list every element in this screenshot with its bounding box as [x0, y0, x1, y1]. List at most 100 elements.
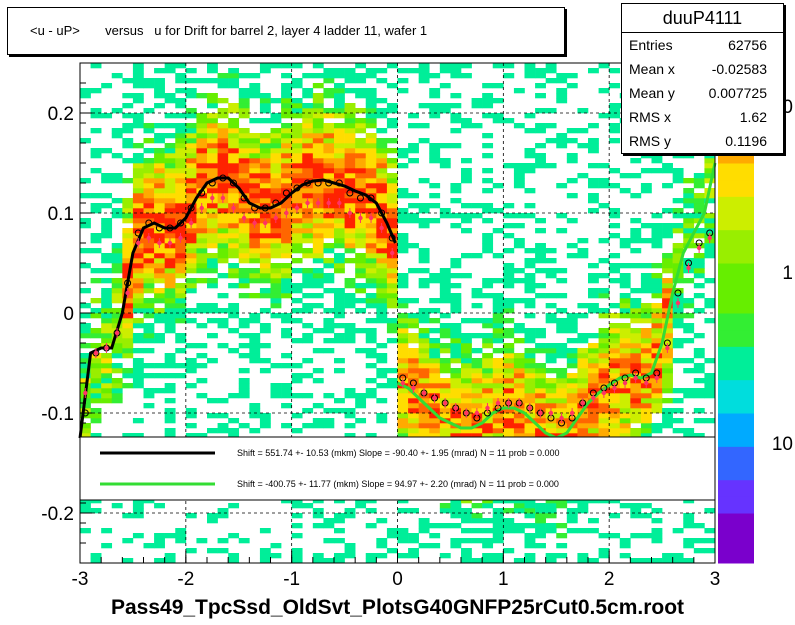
- heatmap-cell: [111, 178, 123, 184]
- heatmap-cell: [281, 388, 292, 394]
- heatmap-cell: [577, 313, 589, 319]
- heatmap-cell: [461, 228, 472, 234]
- heatmap-cell: [270, 138, 282, 144]
- heatmap-cell: [312, 118, 324, 124]
- heatmap-cell: [408, 318, 419, 324]
- heatmap-cell: [429, 183, 441, 189]
- heatmap-cell: [450, 263, 462, 269]
- heatmap-cell: [704, 243, 716, 249]
- heatmap-cell: [704, 528, 716, 534]
- heatmap-cell: [386, 163, 398, 169]
- heatmap-cell: [408, 428, 419, 434]
- heatmap-cell: [281, 283, 292, 289]
- heatmap-cell: [132, 348, 144, 354]
- heatmap-cell: [397, 433, 409, 439]
- heatmap-cell: [323, 228, 335, 234]
- heatmap-cell: [249, 183, 261, 189]
- heatmap-cell: [270, 238, 282, 244]
- heatmap-cell: [122, 333, 134, 339]
- color-scale-cell: [718, 279, 754, 297]
- heatmap-cell: [630, 263, 642, 269]
- heatmap-cell: [577, 423, 589, 429]
- heatmap-cell: [175, 163, 187, 169]
- heatmap-cell: [640, 183, 652, 189]
- heatmap-cell: [291, 63, 303, 69]
- heatmap-cell: [312, 273, 324, 279]
- heatmap-cell: [323, 218, 335, 224]
- heatmap-cell: [376, 78, 388, 84]
- heatmap-cell: [164, 298, 176, 304]
- heatmap-cell: [228, 268, 240, 274]
- heatmap-cell: [217, 163, 229, 169]
- heatmap-cell: [492, 373, 504, 379]
- heatmap-cell: [122, 178, 134, 184]
- heatmap-cell: [503, 428, 515, 434]
- heatmap-cell: [365, 123, 377, 129]
- heatmap-cell: [334, 293, 345, 299]
- heatmap-cell: [228, 503, 240, 509]
- heatmap-cell: [450, 413, 462, 419]
- heatmap-cell: [503, 368, 515, 374]
- heatmap-cell: [556, 353, 568, 359]
- heatmap-cell: [630, 318, 642, 324]
- heatmap-cell: [461, 368, 472, 374]
- heatmap-cell: [513, 388, 525, 394]
- heatmap-cell: [80, 498, 91, 504]
- heatmap-cell: [376, 318, 388, 324]
- heatmap-cell: [259, 163, 271, 169]
- heatmap-cell: [683, 368, 695, 374]
- heatmap-cell: [228, 178, 240, 184]
- heatmap-cell: [132, 208, 144, 214]
- heatmap-cell: [482, 358, 494, 364]
- heatmap-cell: [185, 183, 197, 189]
- heatmap-cell: [185, 138, 197, 144]
- heatmap-cell: [598, 113, 610, 119]
- heatmap-cell: [640, 273, 652, 279]
- heatmap-cell: [143, 83, 155, 89]
- heatmap-cell: [640, 363, 652, 369]
- heatmap-cell: [143, 403, 155, 409]
- heatmap-cell: [672, 343, 684, 349]
- heatmap-cell: [577, 418, 589, 424]
- heatmap-cell: [249, 403, 261, 409]
- heatmap-cell: [281, 123, 292, 129]
- heatmap-cell: [566, 373, 578, 379]
- heatmap-cell: [439, 503, 451, 509]
- heatmap-cell: [556, 133, 568, 139]
- heatmap-cell: [291, 153, 303, 159]
- heatmap-cell: [482, 388, 494, 394]
- heatmap-cell: [80, 358, 91, 364]
- heatmap-cell: [111, 153, 123, 159]
- heatmap-cell: [503, 308, 515, 314]
- heatmap-cell: [238, 423, 250, 429]
- heatmap-cell: [482, 558, 494, 564]
- heatmap-cell: [376, 278, 388, 284]
- heatmap-cell: [545, 428, 557, 434]
- heatmap-cell: [111, 348, 123, 354]
- heatmap-cell: [640, 288, 652, 294]
- heatmap-cell: [344, 153, 356, 159]
- heatmap-cell: [662, 323, 673, 329]
- heatmap-cell: [450, 368, 462, 374]
- heatmap-cell: [376, 308, 388, 314]
- heatmap-cell: [207, 113, 218, 119]
- heatmap-cell: [429, 408, 441, 414]
- heatmap-cell: [397, 338, 409, 344]
- heatmap-cell: [334, 263, 345, 269]
- heatmap-cell: [524, 303, 536, 309]
- heatmap-cell: [662, 338, 673, 344]
- heatmap-cell: [334, 223, 345, 229]
- data-point: [675, 300, 681, 306]
- heatmap-cell: [132, 513, 144, 519]
- heatmap-cell: [291, 533, 303, 539]
- heatmap-cell: [450, 503, 462, 509]
- heatmap-cell: [259, 148, 271, 154]
- heatmap-cell: [355, 268, 367, 274]
- heatmap-cell: [238, 88, 250, 94]
- heatmap-cell: [291, 338, 303, 344]
- heatmap-cell: [281, 233, 292, 239]
- heatmap-cell: [164, 533, 176, 539]
- heatmap-cell: [429, 403, 441, 409]
- heatmap-cell: [683, 228, 695, 234]
- heatmap-cell: [662, 168, 673, 174]
